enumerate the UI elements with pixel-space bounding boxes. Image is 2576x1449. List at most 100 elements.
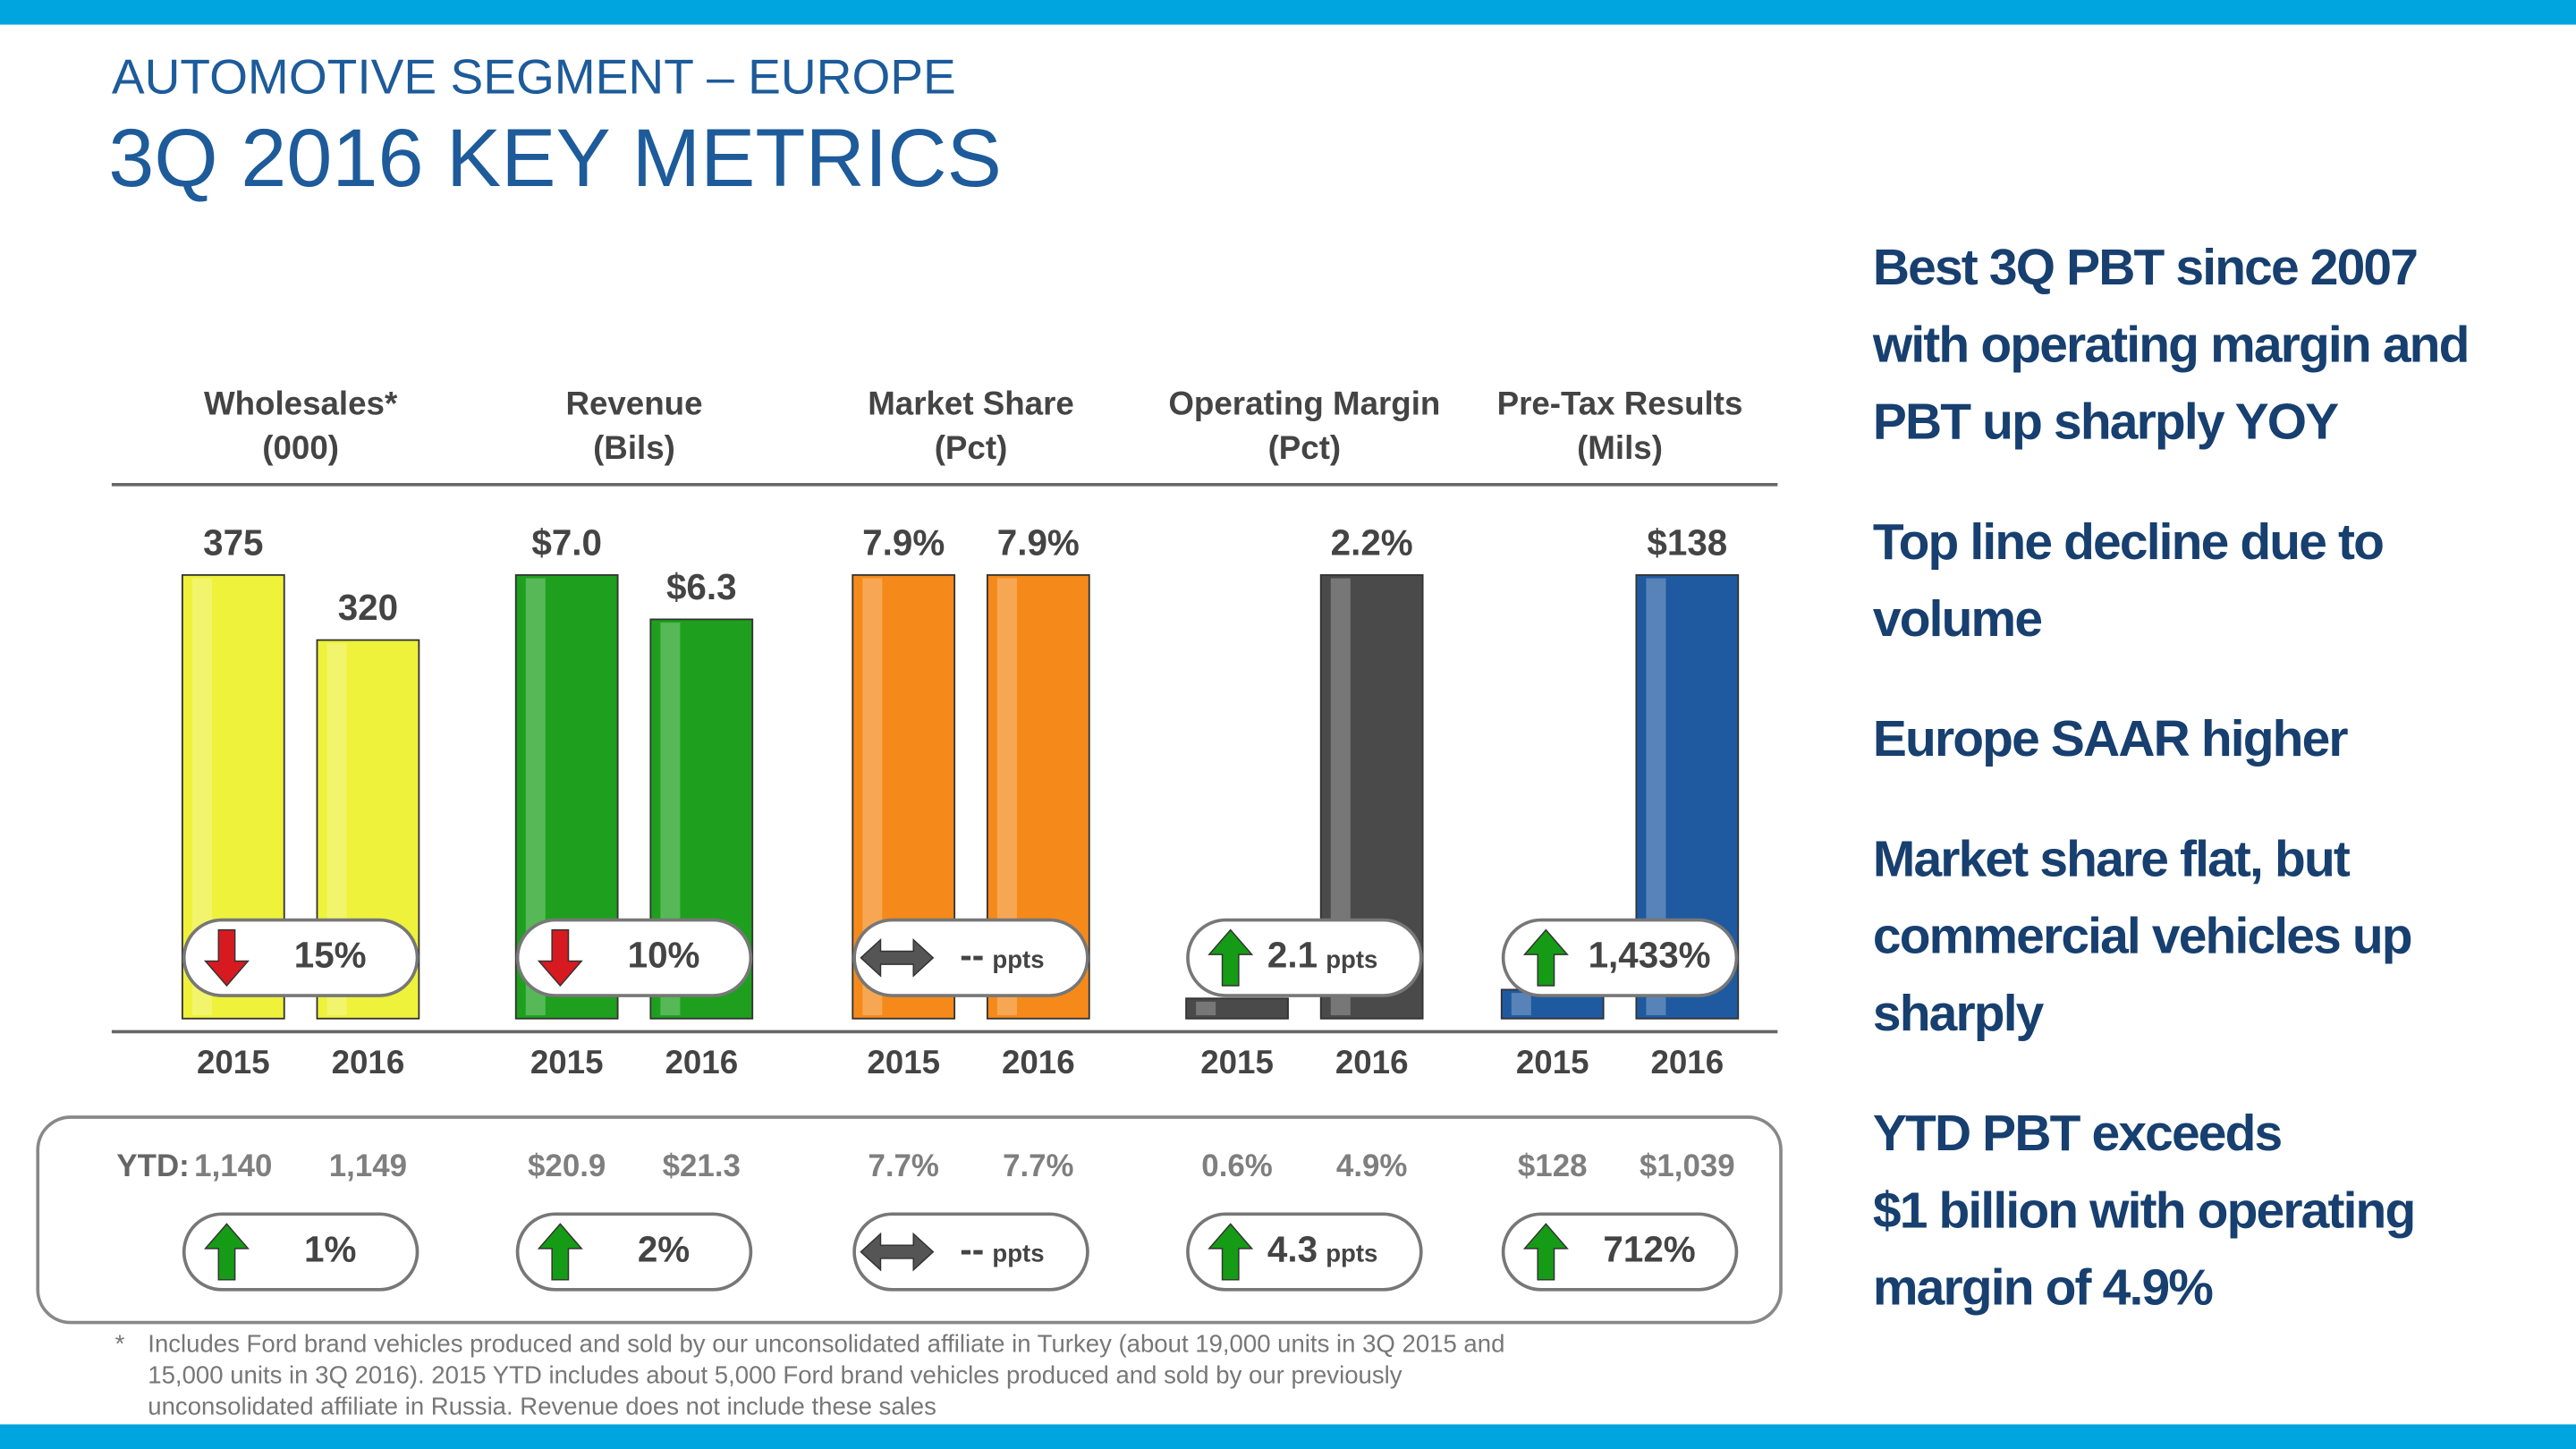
panel-subtitle: (Pct) (935, 429, 1008, 466)
ytd-value: 4.9% (1336, 1148, 1408, 1183)
bullet-line: Top line decline due to (1873, 513, 2383, 571)
ytd-value: $128 (1518, 1148, 1588, 1183)
change-pill (1186, 1212, 1423, 1292)
top-band (0, 0, 2576, 25)
bar-shine (660, 623, 681, 1016)
footnote-mark: * (115, 1330, 125, 1358)
footnote-line: Includes Ford brand vehicles produced an… (148, 1330, 1504, 1358)
change-arrow (1522, 1223, 1569, 1281)
ytd-label: YTD: (116, 1148, 189, 1183)
value-label: $7.0 (531, 521, 602, 563)
change-pill (515, 918, 753, 997)
bottom-band (0, 1424, 2576, 1449)
ytd-value: 7.7% (868, 1148, 939, 1183)
bar-shine (1646, 578, 1666, 1016)
change-value: 15% (294, 934, 367, 975)
bar-shine (1511, 993, 1531, 1016)
change-arrow (537, 928, 583, 987)
x-tick-label: 2016 (1002, 1044, 1075, 1080)
ytd-value: 7.7% (1003, 1148, 1074, 1183)
value-label: 375 (203, 521, 263, 563)
kicker: AUTOMOTIVE SEGMENT – EUROPE (112, 49, 956, 105)
ytd-box (36, 1115, 1783, 1325)
change-pill (182, 918, 419, 997)
value-label: 320 (338, 587, 398, 628)
bullet-line: $1 billion with operating (1873, 1182, 2415, 1239)
change-value: 4.3 (1267, 1228, 1318, 1269)
footnote-line: 15,000 units in 3Q 2016). 2015 YTD inclu… (148, 1360, 1402, 1388)
change-pill (1501, 1212, 1739, 1292)
ytd-value: $20.9 (528, 1148, 606, 1183)
ytd-value: $1,039 (1640, 1148, 1735, 1183)
change-arrow (203, 1223, 250, 1281)
panel-title: Operating Margin (1168, 385, 1440, 421)
ytd-value: 0.6% (1201, 1148, 1273, 1183)
change-arrow (1208, 1223, 1254, 1281)
change-arrow (1522, 928, 1569, 987)
panel-subtitle: (Pct) (1268, 429, 1342, 466)
bar-shine (1196, 1001, 1216, 1016)
change-value: -- (960, 1228, 984, 1269)
change-unit: ppts (992, 945, 1044, 973)
bullet-line: commercial vehicles up (1873, 908, 2411, 965)
panel-title: Market Share (868, 385, 1074, 421)
panel-subtitle: (Mils) (1577, 429, 1663, 466)
panel-subtitle: (Bils) (593, 429, 675, 466)
change-value: 1% (304, 1228, 356, 1269)
value-label: 2.2% (1331, 521, 1413, 563)
panel-title: Wholesales* (204, 385, 398, 421)
bullet-line: Best 3Q PBT since 2007 (1873, 239, 2417, 296)
change-pill (852, 918, 1089, 997)
ytd-value: $21.3 (663, 1148, 741, 1183)
bar-shine (191, 578, 212, 1016)
x-tick-label: 2015 (530, 1044, 604, 1080)
title: 3Q 2016 KEY METRICS (108, 113, 1002, 204)
change-arrow (860, 937, 935, 978)
panel-title: Pre-Tax Results (1497, 385, 1743, 421)
change-value: 2% (638, 1228, 690, 1269)
bar-shine (1330, 578, 1351, 1016)
x-tick-label: 2016 (665, 1044, 738, 1080)
change-value: 712% (1603, 1228, 1695, 1269)
value-label: 7.9% (997, 521, 1080, 563)
bullet-line: margin of 4.9% (1873, 1259, 2213, 1317)
x-tick-label: 2015 (867, 1044, 940, 1080)
change-pill (852, 1212, 1089, 1292)
ytd-value: 1,149 (329, 1148, 407, 1183)
change-arrow (1208, 928, 1254, 987)
bullet-line: volume (1873, 590, 2041, 648)
footnote-line: unconsolidated affiliate in Russia. Reve… (148, 1392, 936, 1419)
value-label: 7.9% (862, 521, 945, 563)
value-label: $6.3 (666, 566, 737, 607)
bullet-line: with operating margin and (1872, 316, 2469, 373)
value-label: $138 (1647, 521, 1727, 563)
bullet-line: PBT up sharply YOY (1873, 394, 2339, 451)
bar-shine (525, 578, 546, 1016)
change-value: 2.1 (1267, 934, 1318, 975)
change-unit: ppts (1326, 1240, 1377, 1267)
change-arrow (537, 1223, 583, 1281)
bullet-line: Europe SAAR higher (1873, 710, 2349, 767)
x-tick-label: 2016 (1650, 1044, 1724, 1080)
change-value: 1,433% (1589, 934, 1711, 975)
bar-shine (862, 578, 883, 1016)
x-tick-label: 2016 (1335, 1044, 1409, 1080)
change-pill (182, 1212, 419, 1292)
panel-subtitle: (000) (262, 429, 339, 466)
change-value: -- (960, 934, 984, 975)
change-unit: ppts (1326, 945, 1377, 973)
change-value: 10% (628, 934, 700, 975)
bar (1185, 997, 1289, 1020)
ytd-value: 1,140 (194, 1148, 272, 1183)
bullet-line: YTD PBT exceeds (1873, 1105, 2282, 1162)
bullet-line: sharply (1873, 985, 2045, 1042)
change-arrow (203, 928, 250, 987)
change-pill (515, 1212, 753, 1292)
change-pill (1501, 918, 1739, 997)
bullet-line: Market share flat, but (1873, 830, 2351, 887)
change-arrow (860, 1232, 935, 1272)
x-tick-label: 2015 (1516, 1044, 1589, 1080)
change-unit: ppts (992, 1240, 1044, 1267)
